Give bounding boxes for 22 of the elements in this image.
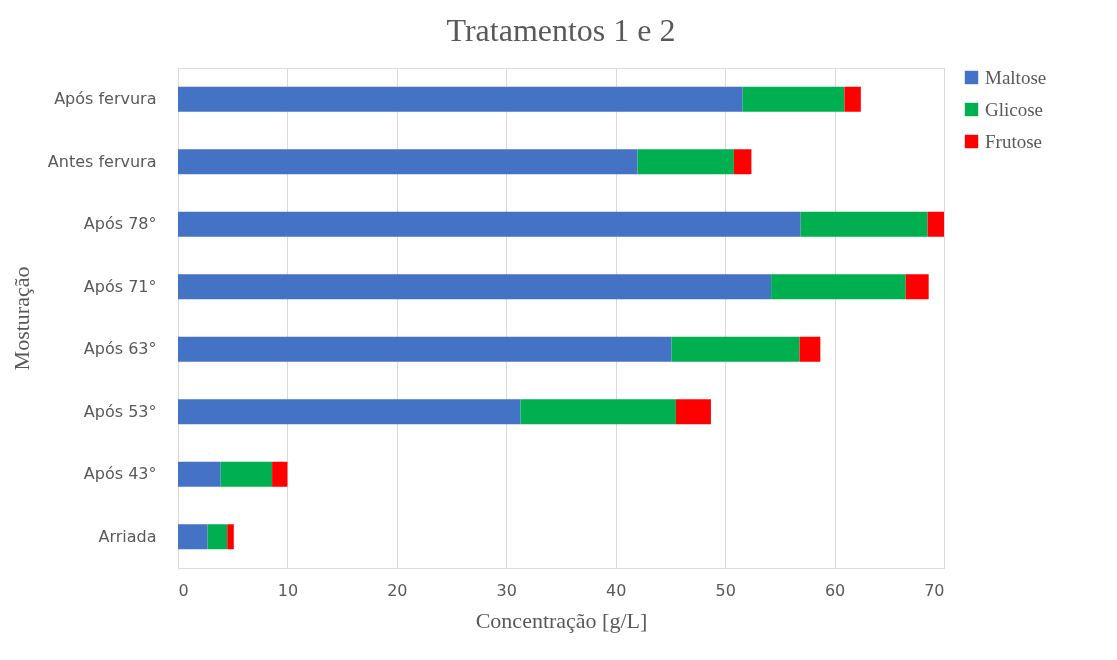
x-tick-label: 20 <box>387 580 408 600</box>
x-axis-title: Concentração [g/L] <box>475 607 648 633</box>
y-tick-label: Após 53° <box>83 401 157 421</box>
y-tick-label: Arriada <box>98 526 157 546</box>
y-tick-label: Após 71° <box>83 276 157 296</box>
x-tick-label: 50 <box>715 580 736 600</box>
legend-label: Glicose <box>985 98 1044 120</box>
y-tick-label: Após 78° <box>83 214 157 234</box>
y-tick-label: Após fervura <box>54 89 157 109</box>
chart-title: Tratamentos 1 e 2 <box>446 12 676 48</box>
y-tick-label: Após 43° <box>83 464 157 484</box>
legend-label: Frutose <box>985 130 1042 152</box>
legend-label: Maltose <box>985 66 1047 88</box>
y-axis-title: Mosturação <box>8 266 34 371</box>
x-tick-label: 60 <box>824 580 846 600</box>
y-tick-label: Após 63° <box>83 339 157 359</box>
x-tick-label: 30 <box>496 580 517 600</box>
x-tick-label: 10 <box>277 580 299 600</box>
x-tick-label: 70 <box>924 580 945 600</box>
x-tick-label: 0 <box>178 580 189 600</box>
y-tick-label: Antes fervura <box>47 151 157 171</box>
x-tick-label: 40 <box>606 580 627 600</box>
